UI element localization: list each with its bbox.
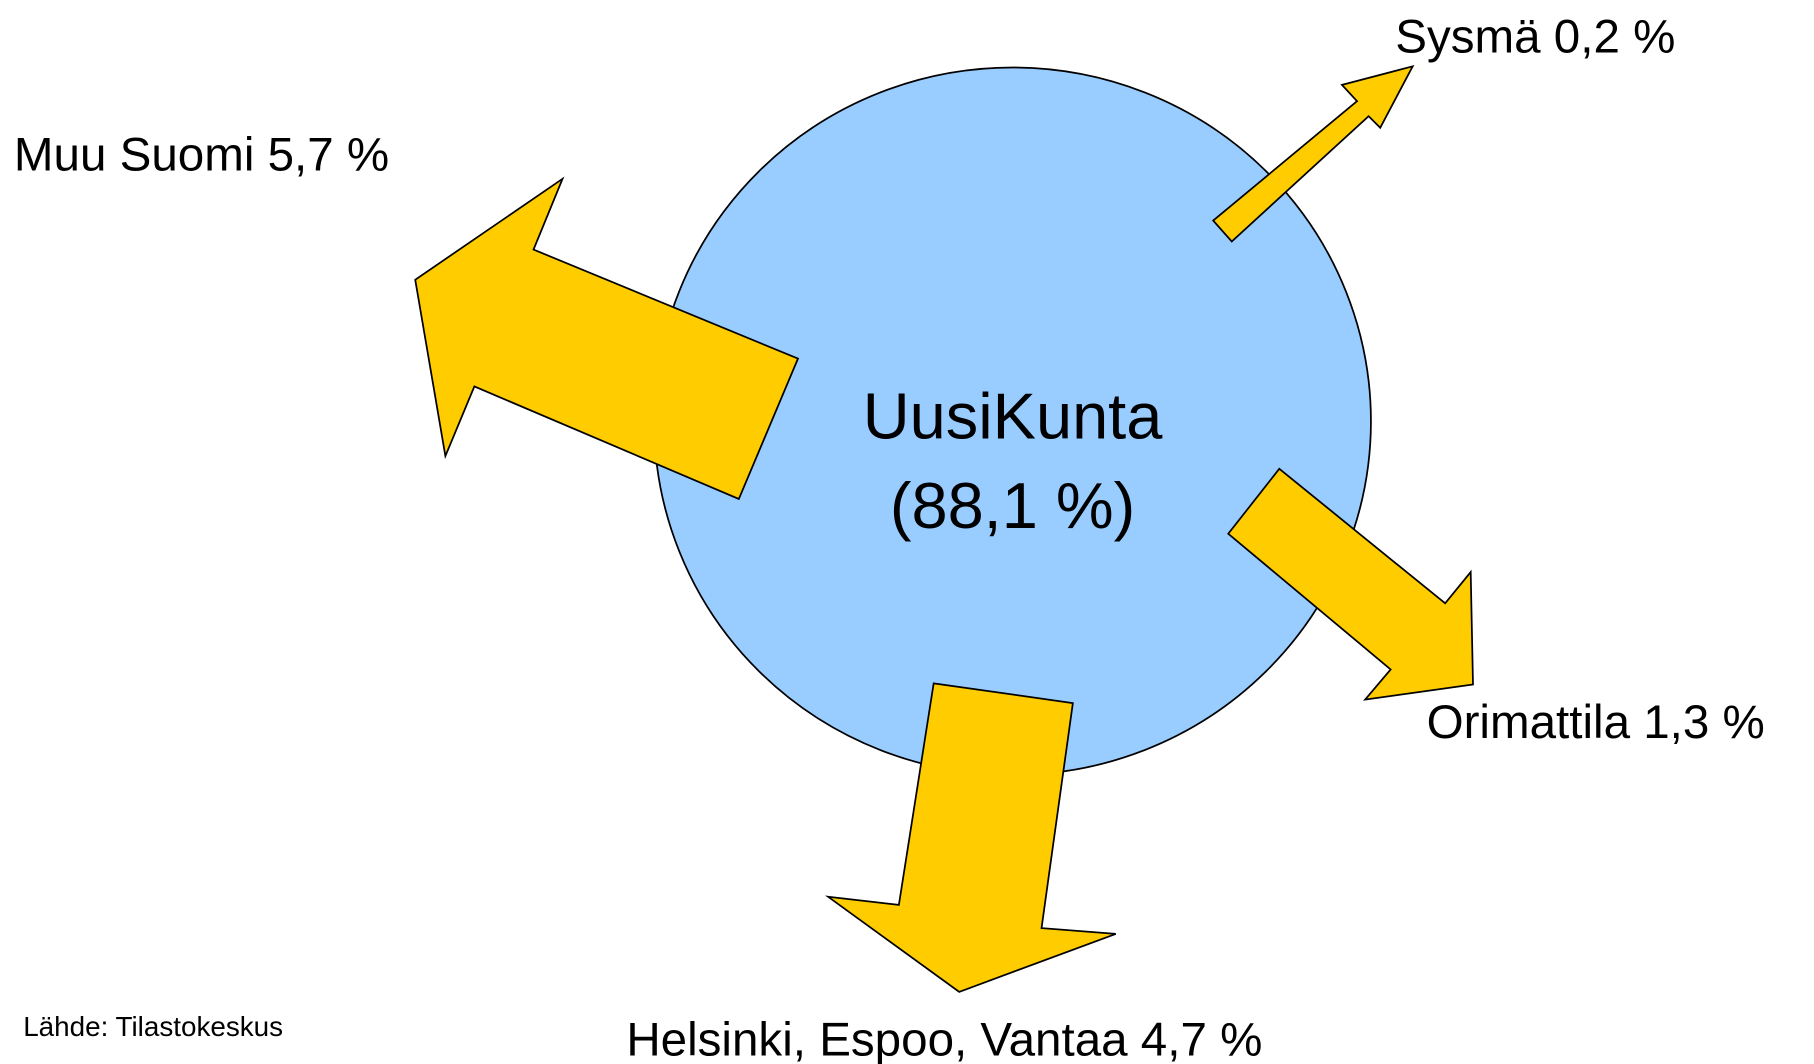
arrow-orimattila <box>1227 467 1474 701</box>
center-name: UusiKunta <box>863 380 1163 453</box>
center-share: (88,1 %) <box>890 469 1135 542</box>
arrow-sysma <box>1211 64 1415 243</box>
arrow-helsinki <box>824 682 1117 993</box>
source-note: Lähde: Tilastokeskus <box>23 1011 283 1042</box>
flow-label: Orimattila 1,3 % <box>1427 696 1765 749</box>
flow-label: Sysmä 0,2 % <box>1395 10 1675 63</box>
flow-label: Muu Suomi 5,7 % <box>14 129 389 182</box>
arrow-muu-suomi <box>414 176 800 501</box>
flow-label: Helsinki, Espoo, Vantaa 4,7 % <box>626 1014 1262 1064</box>
